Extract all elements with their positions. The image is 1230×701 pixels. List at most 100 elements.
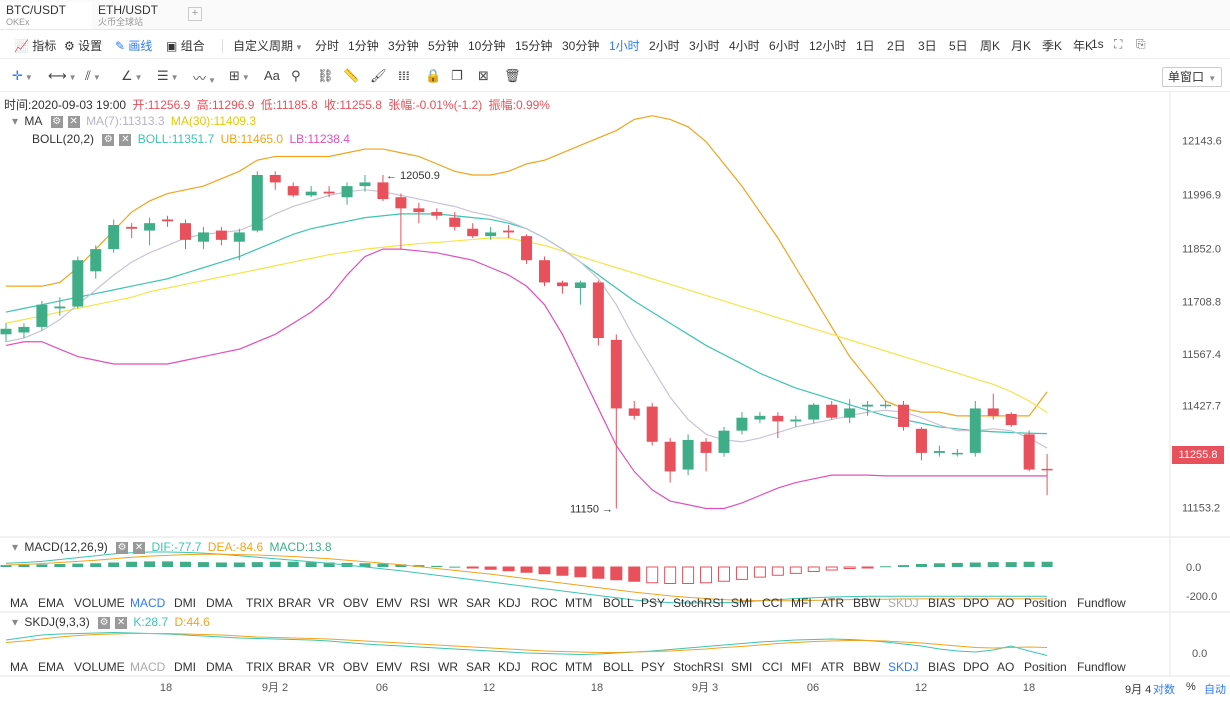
- crosshair-tool-icon[interactable]: ✛ ▼: [12, 68, 33, 83]
- indicator-tab-psy[interactable]: PSY: [641, 596, 666, 610]
- period-19[interactable]: 季K: [1042, 39, 1063, 53]
- indicator-tab-kdj[interactable]: KDJ: [498, 596, 521, 610]
- indicator-tab-ma[interactable]: MA: [10, 596, 28, 610]
- indicator-tab-sar[interactable]: SAR: [466, 660, 491, 674]
- period-13[interactable]: 1日: [856, 39, 875, 53]
- indicator-tab-stochrsi[interactable]: StochRSI: [673, 596, 724, 610]
- indicator-tab-mtm[interactable]: MTM: [565, 596, 593, 610]
- period-15[interactable]: 3日: [918, 39, 937, 53]
- indicators-button[interactable]: 📈 指标: [14, 37, 56, 54]
- indicator-tab-bbw[interactable]: BBW: [853, 660, 881, 674]
- custom-period-dropdown[interactable]: 自定义周期 ▼: [233, 37, 303, 54]
- period-7[interactable]: 1小时: [609, 39, 640, 53]
- gear-icon[interactable]: ⚙: [116, 541, 129, 554]
- period-0[interactable]: 分时: [315, 39, 340, 53]
- draw-button[interactable]: ✎ 画线: [115, 37, 152, 54]
- indicator-tab-stochrsi[interactable]: StochRSI: [673, 660, 724, 674]
- trash-icon[interactable]: 🗑: [504, 68, 521, 83]
- indicator-tab-cci[interactable]: CCI: [762, 660, 783, 674]
- period-10[interactable]: 4小时: [729, 39, 760, 53]
- shape-tool-icon[interactable]: ⊞ ▼: [229, 68, 250, 83]
- indicator-tab-atr[interactable]: ATR: [821, 660, 845, 674]
- trend-line-tool-icon[interactable]: ⫽ ▼: [85, 68, 101, 83]
- lock-tool-icon[interactable]: 🔒: [425, 68, 442, 83]
- brush-tool-icon[interactable]: 🖌: [370, 68, 387, 83]
- ruler-tool-icon[interactable]: 📏: [343, 68, 360, 83]
- period-1[interactable]: 1分钟: [348, 39, 379, 53]
- indicator-tab-ma[interactable]: MA: [10, 660, 28, 674]
- gear-icon[interactable]: ⚙: [98, 616, 111, 629]
- indicator-tab-roc[interactable]: ROC: [531, 660, 558, 674]
- indicator-tab-dma[interactable]: DMA: [206, 596, 233, 610]
- indicator-tab-sar[interactable]: SAR: [466, 596, 491, 610]
- indicator-tab-fundflow[interactable]: Fundflow: [1077, 596, 1126, 610]
- indicator-tab-ema[interactable]: EMA: [38, 660, 65, 674]
- tab-btc-usdt[interactable]: BTC/USDT OKEx: [0, 2, 92, 29]
- period-14[interactable]: 2日: [887, 39, 906, 53]
- indicator-tab-obv[interactable]: OBV: [343, 660, 369, 674]
- indicator-tab-bbw[interactable]: BBW: [853, 596, 881, 610]
- indicator-tab-volume[interactable]: VOLUME: [74, 596, 125, 610]
- hide-tool-icon[interactable]: ⊠: [478, 68, 489, 83]
- indicator-tab-rsi[interactable]: RSI: [410, 660, 431, 674]
- indicator-tab-position[interactable]: Position: [1024, 596, 1067, 610]
- indicator-tab-volume[interactable]: VOLUME: [74, 660, 125, 674]
- gear-icon[interactable]: ⚙: [102, 133, 115, 146]
- indicator-tab-bias[interactable]: BIAS: [928, 596, 956, 610]
- indicator-tab-dpo[interactable]: DPO: [963, 596, 990, 610]
- indicator-tab-psy[interactable]: PSY: [641, 660, 666, 674]
- period-5[interactable]: 15分钟: [515, 39, 553, 53]
- indicator-tab-kdj[interactable]: KDJ: [498, 660, 521, 674]
- indicator-tab-boll[interactable]: BOLL: [603, 660, 634, 674]
- auto-scale-toggle[interactable]: 自动: [1204, 684, 1226, 696]
- collapse-icon[interactable]: ▾: [12, 540, 19, 554]
- indicator-tab-brar[interactable]: BRAR: [278, 596, 312, 610]
- close-icon[interactable]: ✕: [115, 616, 128, 629]
- period-16[interactable]: 5日: [949, 39, 968, 53]
- close-icon[interactable]: ✕: [133, 541, 146, 554]
- indicator-tab-roc[interactable]: ROC: [531, 596, 558, 610]
- candle-tool-icon[interactable]: 𝍖: [398, 68, 410, 83]
- indicator-tab-macd[interactable]: MACD: [130, 660, 166, 674]
- settings-button[interactable]: ⚙ 设置: [64, 37, 102, 54]
- indicator-tab-ao[interactable]: AO: [997, 596, 1015, 610]
- indicator-tab-smi[interactable]: SMI: [731, 660, 753, 674]
- indicator-tab-dpo[interactable]: DPO: [963, 660, 990, 674]
- fullscreen-icon[interactable]: ⛶: [1114, 37, 1123, 51]
- interval-1s-button[interactable]: 1s: [1091, 37, 1104, 51]
- period-6[interactable]: 30分钟: [562, 39, 600, 53]
- horizontal-line-tool-icon[interactable]: ⟷ ▼: [48, 68, 77, 83]
- indicator-tab-dma[interactable]: DMA: [206, 660, 233, 674]
- indicator-tab-ao[interactable]: AO: [997, 660, 1015, 674]
- indicator-tab-dmi[interactable]: DMI: [174, 596, 196, 610]
- close-icon[interactable]: ✕: [67, 115, 80, 128]
- indicator-tab-fundflow[interactable]: Fundflow: [1077, 660, 1126, 674]
- window-mode-dropdown[interactable]: 单窗口 ▼: [1162, 67, 1222, 87]
- indicator-tab-bias[interactable]: BIAS: [928, 660, 956, 674]
- copy-tool-icon[interactable]: ❐: [451, 68, 463, 83]
- indicator-tab-trix[interactable]: TRIX: [246, 596, 274, 610]
- angle-tool-icon[interactable]: ∠ ▼: [121, 68, 143, 83]
- collapse-icon[interactable]: ▾: [12, 615, 19, 629]
- indicator-tab-wr[interactable]: WR: [438, 596, 458, 610]
- indicator-tab-mtm[interactable]: MTM: [565, 660, 593, 674]
- indicator-tab-wr[interactable]: WR: [438, 660, 458, 674]
- text-tool-icon[interactable]: Aa: [264, 68, 280, 83]
- indicator-tab-cci[interactable]: CCI: [762, 596, 783, 610]
- screenshot-icon[interactable]: ⎘: [1136, 37, 1146, 51]
- parallel-channel-tool-icon[interactable]: ☰ ▼: [157, 68, 179, 83]
- period-12[interactable]: 12小时: [809, 39, 847, 53]
- indicator-tab-trix[interactable]: TRIX: [246, 660, 274, 674]
- period-2[interactable]: 3分钟: [388, 39, 419, 53]
- indicator-tab-atr[interactable]: ATR: [821, 596, 845, 610]
- indicator-tab-skdj[interactable]: SKDJ: [888, 596, 919, 610]
- indicator-tab-vr[interactable]: VR: [318, 596, 335, 610]
- tab-eth-usdt[interactable]: ETH/USDT 火币全球站: [92, 2, 182, 29]
- indicator-tab-dmi[interactable]: DMI: [174, 660, 196, 674]
- period-18[interactable]: 月K: [1011, 39, 1032, 53]
- indicator-tab-macd[interactable]: MACD: [130, 596, 166, 610]
- indicator-tab-smi[interactable]: SMI: [731, 596, 753, 610]
- indicator-tab-mfi[interactable]: MFI: [791, 596, 812, 610]
- percent-scale-toggle[interactable]: %: [1186, 681, 1196, 693]
- indicator-tab-vr[interactable]: VR: [318, 660, 335, 674]
